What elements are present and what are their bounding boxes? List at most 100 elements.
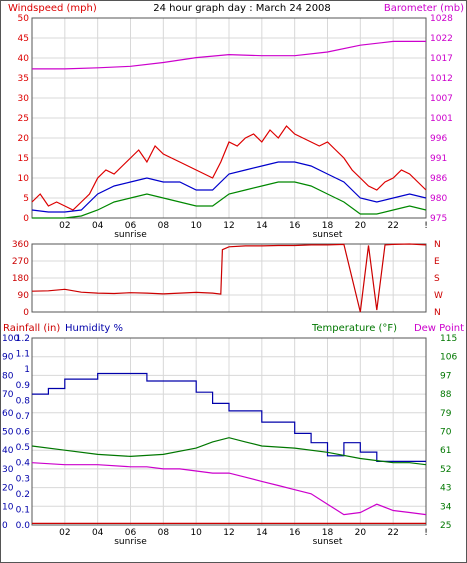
y-tick-label: 79: [440, 409, 452, 419]
wind_avg-line: [31, 161, 427, 213]
x-tick-label: 20: [355, 528, 367, 538]
y-tick-label: 40: [18, 54, 30, 64]
panel1-title: 24 hour graph day : March 24 2008: [153, 3, 331, 14]
y-tick-label: 90: [2, 353, 14, 363]
x-tick-label: 20: [355, 221, 367, 231]
rainfall-axis-label: Rainfall (in): [3, 323, 60, 334]
direction-y-ticks: 0 90 180 270 360: [12, 240, 29, 318]
humidity-y-ticks: 0 10 20 30 40 50 60 70 80 90 100: [2, 334, 19, 531]
y-tick-label: 1.2: [16, 334, 30, 344]
y-tick-label: 34: [440, 502, 452, 512]
y-tick-label: 25: [18, 114, 29, 124]
y-tick-label: 20: [18, 134, 30, 144]
y-tick-label: 0: [23, 308, 29, 318]
panel1-series: [31, 40, 427, 219]
y-tick-label: 1017: [430, 54, 453, 64]
x-tick-label: 02: [59, 528, 70, 538]
x-sub-label: sunrise: [114, 230, 147, 240]
y-tick-label: 0.2: [16, 490, 30, 500]
y-tick-label: 1.1: [16, 350, 30, 360]
panel2-frame: [31, 243, 427, 313]
y-tick-label: 0.4: [16, 459, 31, 469]
y-tick-label: 50: [18, 14, 30, 24]
y-tick-label: 60: [2, 409, 14, 419]
y-tick-label: 996: [430, 134, 447, 144]
x-tick-label: 18: [322, 221, 334, 231]
x-tick-label: 18: [322, 528, 334, 538]
barometer-line: [32, 40, 426, 70]
x-tick-label: 06: [125, 221, 137, 231]
y-tick-label: 50: [2, 428, 14, 438]
panel3-grid: [32, 338, 427, 525]
y-tick-label: 1022: [430, 34, 453, 44]
x-tick-label: 14: [256, 221, 268, 231]
panel3-series: [31, 372, 427, 524]
panel2-series: [31, 243, 427, 313]
temperature-line: [31, 437, 427, 466]
y-tick-label: 70: [440, 428, 452, 438]
y-tick-label: 115: [440, 334, 457, 344]
barometer-axis-label: Barometer (mb): [384, 3, 464, 14]
x-tick-label: 08: [158, 221, 170, 231]
y-tick-label: 88: [440, 390, 452, 400]
panel3-x-ticks: 02 04 06 08 10 12 14 16 18 20 22 ! sunrise sunset: [59, 528, 428, 547]
y-tick-label: 0.9: [16, 381, 31, 391]
y-tick-label: 25: [440, 521, 451, 531]
x-tick-label: 16: [289, 528, 301, 538]
y-tick-label: 15: [18, 154, 29, 164]
x-tick-label: 14: [256, 528, 268, 538]
x-tick-label: 22: [387, 528, 398, 538]
y-tick-label: 980: [430, 194, 447, 204]
y-tick-label: 1007: [430, 94, 453, 104]
y-tick-label: 1: [24, 365, 30, 375]
y-tick-label: 80: [2, 371, 14, 381]
temperature-y-ticks: 25 34 43 52 61 70 79 88 97 106 115: [440, 334, 457, 531]
y-tick-label: 40: [2, 446, 14, 456]
x-tick-label: 10: [190, 528, 202, 538]
y-tick-label: 0: [23, 214, 29, 224]
y-tick-label: 991: [430, 154, 447, 164]
x-tick-label: 22: [387, 221, 398, 231]
y-tick-label: S: [434, 274, 440, 284]
wind_min-line: [32, 181, 427, 219]
y-tick-label: 70: [2, 390, 14, 400]
y-tick-label: 100: [2, 334, 19, 344]
x-tick-label: 10: [190, 221, 202, 231]
x-sub-label: sunset: [313, 537, 343, 547]
wind-axis-label: Windspeed (mph): [8, 3, 97, 14]
x-tick-label: !: [424, 221, 428, 231]
x-tick-label: 04: [92, 528, 104, 538]
y-tick-label: 0.5: [16, 443, 30, 453]
humidity-axis-label: Humidity %: [65, 323, 123, 334]
y-tick-label: 97: [440, 371, 451, 381]
y-tick-label: 0: [2, 521, 8, 531]
y-tick-label: 986: [430, 174, 447, 184]
rainfall-y-ticks: 0.0 0.1 0.2 0.3 0.4 0.5 0.6 0.7 0.8 0.9 1 1.1 1.2: [16, 334, 31, 531]
x-tick-label: 06: [125, 528, 137, 538]
x-tick-label: 12: [223, 528, 234, 538]
x-tick-label: 08: [158, 528, 170, 538]
y-tick-label: 1001: [430, 114, 453, 124]
dewpoint-axis-label: Dew Point: [414, 323, 464, 334]
panel3-frame: [31, 337, 427, 526]
x-tick-label: 04: [92, 221, 104, 231]
y-tick-label: 1012: [430, 74, 453, 84]
y-tick-label: 0.8: [16, 396, 31, 406]
temperature-axis-label: Temperature (°F): [311, 323, 397, 334]
barometer-y-ticks: 975 980 986 991 996 1001 1007 1012 1017 1022 1028: [430, 14, 453, 224]
y-tick-label: 30: [18, 94, 30, 104]
y-tick-label: 45: [18, 34, 29, 44]
y-tick-label: 0.7: [16, 412, 30, 422]
y-tick-label: 20: [2, 484, 14, 494]
x-tick-label: 16: [289, 221, 301, 231]
y-tick-label: 52: [440, 465, 451, 475]
y-tick-label: 0.0: [16, 521, 31, 531]
y-tick-label: N: [434, 308, 441, 318]
x-sub-label: sunrise: [114, 537, 147, 547]
y-tick-label: N: [434, 240, 441, 250]
panel2-grid: [32, 244, 427, 312]
